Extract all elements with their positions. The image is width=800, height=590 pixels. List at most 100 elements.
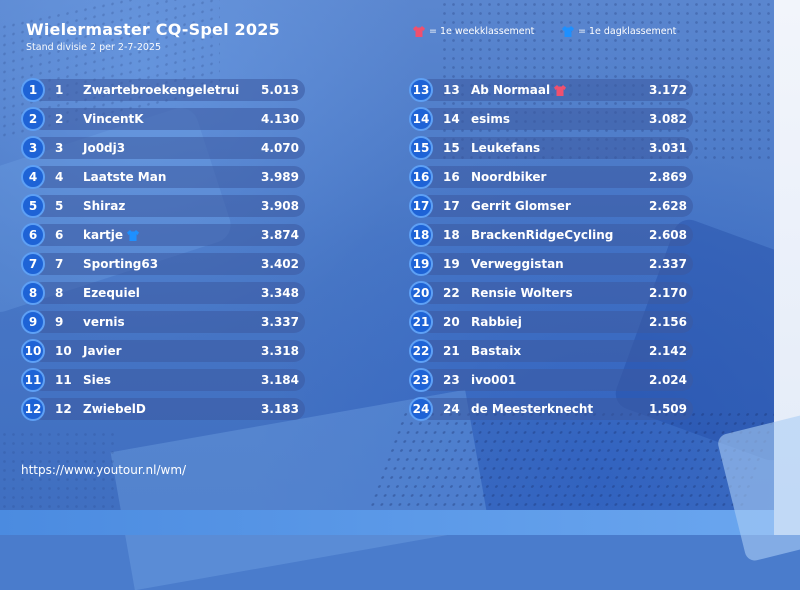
position-badge: 20 [409, 281, 433, 305]
position-badge: 18 [409, 223, 433, 247]
player-score: 3.184 [261, 373, 299, 387]
standings-row: 8 8 Ezequiel 3.348 [21, 281, 305, 305]
previous-rank: 19 [443, 257, 460, 271]
player-name-cell: esims [471, 112, 510, 126]
position-badge: 21 [409, 310, 433, 334]
position-badge: 4 [21, 165, 45, 189]
player-score: 2.608 [649, 228, 687, 242]
player-name-cell: Verweggistan [471, 257, 564, 271]
standings-row: 9 9 vernis 3.337 [21, 310, 305, 334]
player-name: Sporting63 [83, 257, 159, 271]
previous-rank: 18 [443, 228, 460, 242]
player-name: Ezequiel [83, 286, 140, 300]
player-name: Noordbiker [471, 170, 547, 184]
legend-week-label: = 1e weekklassement [429, 26, 535, 37]
previous-rank: 16 [443, 170, 460, 184]
player-name-cell: Zwartebroekengeletrui [83, 83, 239, 97]
previous-rank: 12 [55, 402, 72, 416]
position-badge: 23 [409, 368, 433, 392]
player-name: vernis [83, 315, 125, 329]
player-name-cell: kartje [83, 228, 139, 242]
row-background [31, 311, 305, 333]
player-score: 4.070 [261, 141, 299, 155]
page-subtitle: Stand divisie 2 per 2-7-2025 [26, 42, 162, 53]
previous-rank: 4 [55, 170, 64, 184]
player-name-cell: ivo001 [471, 373, 516, 387]
previous-rank: 14 [443, 112, 460, 126]
previous-rank: 7 [55, 257, 64, 271]
previous-rank: 17 [443, 199, 460, 213]
standings-row: 1 1 Zwartebroekengeletrui 5.013 [21, 78, 305, 102]
position-badge: 8 [21, 281, 45, 305]
player-score: 2.170 [649, 286, 687, 300]
previous-rank: 3 [55, 141, 64, 155]
player-score: 5.013 [261, 83, 299, 97]
standings-row: 21 20 Rabbiej 2.156 [409, 310, 693, 334]
player-name: VincentK [83, 112, 144, 126]
standings-row: 12 12 ZwiebelD 3.183 [21, 397, 305, 421]
player-score: 3.183 [261, 402, 299, 416]
previous-rank: 15 [443, 141, 460, 155]
standings-row: 6 6 kartje 3.874 [21, 223, 305, 247]
previous-rank: 24 [443, 402, 460, 416]
previous-rank: 20 [443, 315, 460, 329]
player-name: Jo0dj3 [83, 141, 126, 155]
previous-rank: 9 [55, 315, 64, 329]
player-score: 2.869 [649, 170, 687, 184]
row-background [419, 282, 693, 304]
player-name: BrackenRidgeCycling [471, 228, 614, 242]
player-name: Leukefans [471, 141, 541, 155]
jersey-icon-day [562, 26, 574, 37]
position-badge: 2 [21, 107, 45, 131]
player-name-cell: Gerrit Glomser [471, 199, 571, 213]
position-badge: 24 [409, 397, 433, 421]
jersey-icon-day [126, 229, 139, 241]
row-background [31, 79, 305, 101]
row-background [31, 108, 305, 130]
player-score: 3.874 [261, 228, 299, 242]
player-name-cell: Noordbiker [471, 170, 546, 184]
row-background [31, 166, 305, 188]
standings-row: 11 11 Sies 3.184 [21, 368, 305, 392]
standings-row: 18 18 BrackenRidgeCycling 2.608 [409, 223, 693, 247]
player-name: Sies [83, 373, 112, 387]
player-name-cell: Ab Normaal [471, 83, 567, 97]
standings-row: 2 2 VincentK 4.130 [21, 107, 305, 131]
player-score: 2.156 [649, 315, 687, 329]
position-badge: 19 [409, 252, 433, 276]
standings-row: 4 4 Laatste Man 3.989 [21, 165, 305, 189]
player-name-cell: Bastaix [471, 344, 521, 358]
standings-row: 13 13 Ab Normaal 3.172 [409, 78, 693, 102]
position-badge: 5 [21, 194, 45, 218]
player-score: 3.172 [649, 83, 687, 97]
jersey-icon-week [554, 84, 567, 96]
standings-row: 3 3 Jo0dj3 4.070 [21, 136, 305, 160]
row-background [419, 137, 693, 159]
player-score: 3.402 [261, 257, 299, 271]
player-score: 3.989 [261, 170, 299, 184]
player-name: Laatste Man [83, 170, 167, 184]
player-name-cell: BrackenRidgeCycling [471, 228, 613, 242]
previous-rank: 11 [55, 373, 72, 387]
player-name-cell: Javier [83, 344, 122, 358]
player-name-cell: Rabbiej [471, 315, 522, 329]
row-background [31, 398, 305, 420]
player-score: 3.318 [261, 344, 299, 358]
player-name: esims [471, 112, 511, 126]
player-name-cell: Rensie Wolters [471, 286, 573, 300]
page-title: Wielermaster CQ-Spel 2025 [26, 20, 280, 39]
player-name-cell: ZwiebelD [83, 402, 146, 416]
player-score: 2.628 [649, 199, 687, 213]
standings-row: 10 10 Javier 3.318 [21, 339, 305, 363]
player-score: 2.142 [649, 344, 687, 358]
position-badge: 11 [21, 368, 45, 392]
previous-rank: 6 [55, 228, 64, 242]
player-name-cell: Leukefans [471, 141, 540, 155]
standings-row: 7 7 Sporting63 3.402 [21, 252, 305, 276]
previous-rank: 2 [55, 112, 64, 126]
standings-row: 22 21 Bastaix 2.142 [409, 339, 693, 363]
position-badge: 12 [21, 397, 45, 421]
standings-row: 23 23 ivo001 2.024 [409, 368, 693, 392]
row-background [31, 195, 305, 217]
position-badge: 22 [409, 339, 433, 363]
